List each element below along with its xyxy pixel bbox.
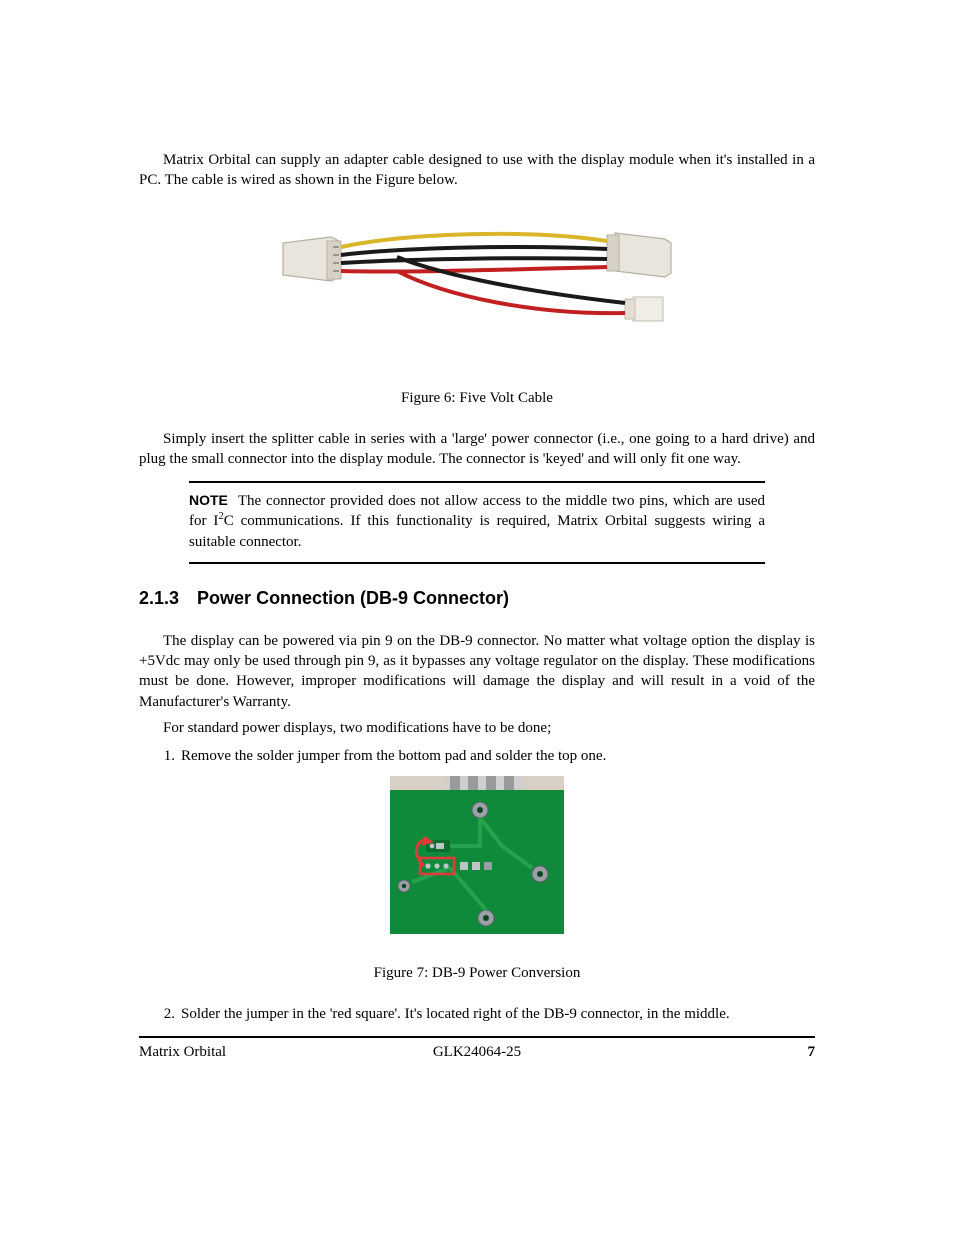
section-number: 2.1.3 xyxy=(139,588,179,608)
conn-small-body xyxy=(633,297,663,321)
note-post: C communications. If this functionality … xyxy=(189,513,765,549)
list-num-2: 2. xyxy=(153,1004,175,1024)
wire-yellow xyxy=(341,233,607,246)
figure-6-caption: Figure 6: Five Volt Cable xyxy=(139,390,815,407)
wire-black-1 xyxy=(341,247,607,255)
note-label: NOTE xyxy=(189,492,228,508)
conn-right-face xyxy=(607,235,619,271)
page-footer: Matrix Orbital GLK24064-25 7 xyxy=(139,1044,815,1061)
wire-black-split xyxy=(397,257,625,303)
list-text-1: Remove the solder jumper from the bottom… xyxy=(181,746,815,766)
section-title: Power Connection (DB-9 Connector) xyxy=(197,588,509,608)
figure-7: Figure 7: DB-9 Power Conversion xyxy=(139,776,815,982)
cable-image xyxy=(277,217,677,357)
pcb-image xyxy=(390,776,564,934)
numbered-list: 1. Remove the solder jumper from the bot… xyxy=(153,746,815,766)
conn-right-body xyxy=(615,233,671,277)
wire-red-split xyxy=(397,271,625,313)
numbered-list-2: 2. Solder the jumper in the 'red square'… xyxy=(153,1004,815,1024)
wire-red-top xyxy=(341,267,607,272)
note-text: NOTEThe connector provided does not allo… xyxy=(189,491,765,552)
list-text-2: Solder the jumper in the 'red square'. I… xyxy=(181,1004,815,1024)
para-std: For standard power displays, two modific… xyxy=(139,718,815,738)
footer-center: GLK24064-25 xyxy=(139,1044,815,1061)
list-item-2: 2. Solder the jumper in the 'red square'… xyxy=(153,1004,815,1024)
section-heading: 2.1.3 Power Connection (DB-9 Connector) xyxy=(139,588,815,609)
wire-black-2 xyxy=(341,258,607,263)
note-box: NOTEThe connector provided does not allo… xyxy=(189,481,765,564)
list-item-1: 1. Remove the solder jumper from the bot… xyxy=(153,746,815,766)
footer-rule xyxy=(139,1036,815,1038)
para-db9: The display can be powered via pin 9 on … xyxy=(139,631,815,712)
intro-para: Matrix Orbital can supply an adapter cab… xyxy=(139,150,815,191)
figure-7-caption: Figure 7: DB-9 Power Conversion xyxy=(139,965,815,982)
para-splitter: Simply insert the splitter cable in seri… xyxy=(139,429,815,470)
figure-6: Figure 6: Five Volt Cable xyxy=(139,217,815,407)
conn-small-face xyxy=(625,299,635,319)
list-num-1: 1. xyxy=(153,746,175,766)
